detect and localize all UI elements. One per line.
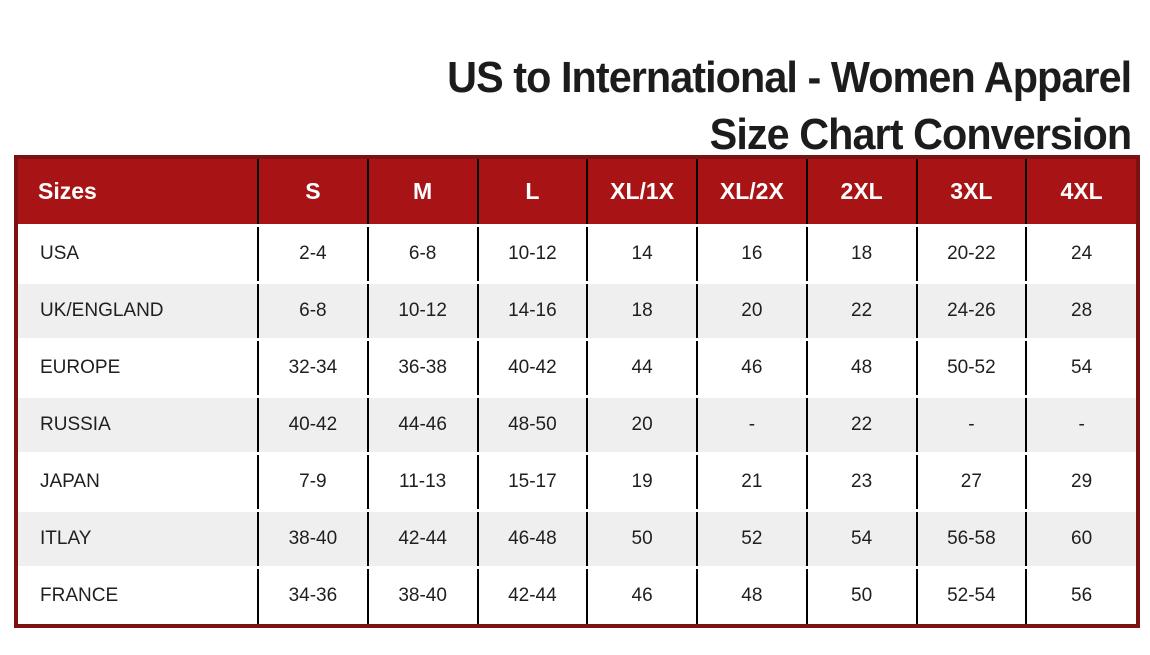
table-cell: 27 [915, 451, 1027, 510]
table-row: RUSSIA 40-42 44-46 48-50 20-22- - [18, 394, 1136, 453]
title-line-2: Size Chart Conversion [709, 110, 1132, 160]
table-cell: 24-26 [915, 280, 1027, 339]
table-cell: 20-22 [915, 223, 1027, 282]
table-cell: 10-12 [476, 223, 588, 282]
table-cell: 22 [805, 394, 917, 453]
table-cell: 56 [1025, 565, 1136, 624]
table-cell: - [1025, 394, 1136, 453]
table-row: UK/ENGLAND 6-8 10-12 14-16 18 20 22 24-26 28 [18, 280, 1136, 339]
table-cell: 14-16 [476, 280, 588, 339]
table-cell: 20 [696, 280, 807, 339]
table-cell: 50 [805, 565, 917, 624]
table-cell: 15-17 [476, 451, 588, 510]
row-label: JAPAN [18, 451, 258, 510]
table-cell: 10-12 [366, 280, 478, 339]
table-cell: 48-50 [476, 394, 588, 453]
table-cell: 36-38 [366, 337, 478, 396]
table-cell: 6-8 [257, 280, 368, 339]
table-cell: 46 [586, 565, 697, 624]
row-label: ITLAY [18, 508, 258, 567]
table-row: JAPAN 7-9 11-13 15-17 19 21 23 27 29 [18, 451, 1136, 510]
table-row: USA 2-4 6-8 10-12 14 16 18 20-22 24 [18, 223, 1136, 282]
table-cell: 18 [586, 280, 697, 339]
column-header-sizes: Sizes [18, 159, 258, 225]
table-cell: 38-40 [257, 508, 368, 567]
table-cell: 48 [696, 565, 807, 624]
column-header: 3XL [915, 159, 1027, 225]
table-cell: 22 [805, 280, 917, 339]
table-cell: 14 [586, 223, 697, 282]
table-cell: 11-13 [366, 451, 478, 510]
column-header: L [476, 159, 588, 225]
row-label: RUSSIA [18, 394, 258, 453]
table-row: EUROPE 32-34 36-38 40-42 44 46 48 50-52 54 [18, 337, 1136, 396]
table-cell: 20 [586, 394, 697, 453]
table-cell: 54 [1025, 337, 1136, 396]
table-cell: 52 [696, 508, 807, 567]
table-cell: 54 [805, 508, 917, 567]
table-cell: 42-44 [476, 565, 588, 624]
column-header: 2XL [805, 159, 917, 225]
table-cell: 21 [696, 451, 807, 510]
table-cell: 34-36 [257, 565, 368, 624]
table-cell: 56-58 [915, 508, 1027, 567]
table-cell: 44 [586, 337, 697, 396]
conversion-table: Sizes S M L XL/1X XL/2X 2XL 3XL 4XL USA 2-4 6-8 10-… [18, 159, 1136, 624]
table-cell: 2-4 [257, 223, 368, 282]
row-label: FRANCE [18, 565, 258, 624]
table-cell: 60 [1025, 508, 1136, 567]
table-cell: 42-44 [366, 508, 478, 567]
table-cell: 50-52 [915, 337, 1027, 396]
column-header: XL/1X [586, 159, 697, 225]
header-row: Sizes S M L XL/1X XL/2X 2XL 3XL 4XL [18, 159, 1136, 225]
table-cell: 6-8 [366, 223, 478, 282]
table-cell: 19 [586, 451, 697, 510]
table-cell: 46 [696, 337, 807, 396]
table-cell: - [915, 394, 1027, 453]
table-cell: 38-40 [366, 565, 478, 624]
table-cell: 24 [1025, 223, 1136, 282]
table-cell: - [696, 394, 807, 453]
column-header: 4XL [1025, 159, 1136, 225]
table-cell: 32-34 [257, 337, 368, 396]
table-cell: 48 [805, 337, 917, 396]
column-header: S [257, 159, 368, 225]
column-header: M [366, 159, 478, 225]
table-cell: 7-9 [257, 451, 368, 510]
table-cell: 18 [805, 223, 917, 282]
table-cell: 46-48 [476, 508, 588, 567]
column-header: XL/2X [696, 159, 807, 225]
table-cell: 50 [586, 508, 697, 567]
row-label: UK/ENGLAND [18, 280, 258, 339]
row-label: USA [18, 223, 258, 282]
table-row: FRANCE 34-36 38-40 42-44 46 48 50 52-54 56 [18, 565, 1136, 624]
row-label: EUROPE [18, 337, 258, 396]
title-line-1: US to International - Women Apparel [447, 53, 1132, 103]
table-cell: 29 [1025, 451, 1136, 510]
table-body: USA 2-4 6-8 10-12 14 16 18 20-22 24 UK/ENGLAND 6-8… [18, 223, 1136, 624]
table-cell: 40-42 [476, 337, 588, 396]
page-title: US to International - Women Apparel Size … [69, 29, 1150, 163]
table-cell: 44-46 [366, 394, 478, 453]
size-chart-table: Sizes S M L XL/1X XL/2X 2XL 3XL 4XL USA 2-4 6-8 10-… [14, 155, 1140, 628]
table-cell: 52-54 [915, 565, 1027, 624]
table-cell: 16 [696, 223, 807, 282]
table-row: ITLAY 38-40 42-44 46-48 50 52 54 56-58 60 [18, 508, 1136, 567]
table-cell: 23 [805, 451, 917, 510]
table-cell: 28 [1025, 280, 1136, 339]
table-cell: 40-42 [257, 394, 368, 453]
